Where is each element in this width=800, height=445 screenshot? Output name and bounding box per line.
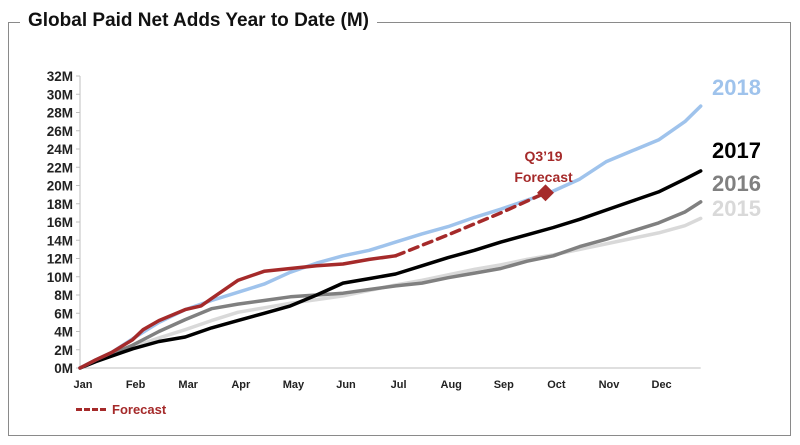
y-tick-label: 26M — [47, 124, 73, 139]
series-label-2016: 2016 — [712, 171, 761, 196]
forecast-point-label: Q3’19 — [524, 148, 562, 164]
y-tick-label: 10M — [47, 270, 73, 285]
x-tick-label: Apr — [231, 379, 251, 391]
y-tick-label: 14M — [47, 233, 73, 248]
series-label-2015: 2015 — [712, 196, 761, 221]
series-label-2017: 2017 — [712, 138, 761, 163]
y-tick-label: 12M — [47, 252, 73, 267]
y-tick-label: 22M — [47, 160, 73, 175]
chart-title: Global Paid Net Adds Year to Date (M) — [20, 10, 378, 32]
y-tick-label: 24M — [47, 142, 73, 157]
y-tick-label: 16M — [47, 215, 73, 230]
chart-legend: Forecast — [76, 402, 166, 417]
forecast-swatch — [76, 408, 106, 411]
series-line-2019 — [78, 254, 398, 370]
x-tick-label: Jun — [336, 379, 356, 391]
y-tick-label: 18M — [47, 197, 73, 212]
x-tick-label: Jul — [391, 379, 407, 391]
forecast-line — [393, 191, 548, 258]
legend-forecast-label: Forecast — [112, 402, 167, 417]
x-tick-label: Mar — [178, 379, 198, 391]
y-tick-label: 28M — [47, 106, 73, 121]
series-line-2016 — [78, 200, 703, 370]
x-tick-label: Jan — [74, 379, 93, 391]
chart-frame — [8, 22, 791, 436]
y-tick-label: 6M — [54, 306, 73, 321]
x-tick-label: Sep — [494, 379, 514, 391]
y-tick-label: 32M — [47, 69, 73, 84]
y-tick-label: 0M — [54, 361, 73, 376]
y-tick-label: 8M — [54, 288, 73, 303]
y-tick-label: 4M — [54, 325, 73, 340]
x-tick-label: Oct — [547, 379, 566, 391]
y-tick-label: 2M — [54, 343, 73, 358]
x-tick-label: Dec — [652, 379, 672, 391]
series-line-2017 — [78, 169, 703, 370]
y-tick-label: 30M — [47, 87, 73, 102]
series-line-2015 — [78, 216, 703, 370]
series-label-2018: 2018 — [712, 75, 761, 100]
x-tick-label: Nov — [599, 379, 621, 391]
forecast-point-label: Forecast — [514, 169, 573, 185]
x-tick-label: May — [283, 379, 305, 391]
y-tick-label: 20M — [47, 179, 73, 194]
x-tick-label: Aug — [441, 379, 462, 391]
forecast-point — [537, 184, 554, 202]
x-tick-label: Feb — [126, 379, 146, 391]
